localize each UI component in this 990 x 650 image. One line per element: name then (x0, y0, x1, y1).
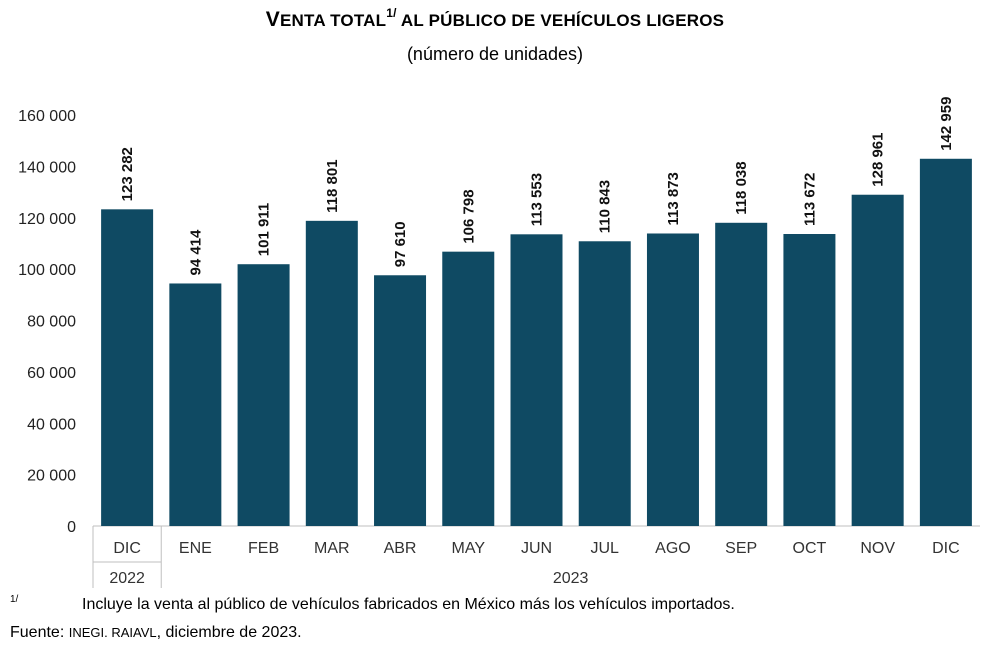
x-tick-label: MAY (452, 540, 486, 557)
bar (578, 241, 631, 527)
y-tick-label: 40 000 (27, 416, 76, 433)
title-word1-rest: ENTA TOTAL (280, 11, 387, 30)
y-tick-label: 140 000 (18, 159, 76, 176)
data-label: 118 801 (324, 159, 341, 212)
title-first-letter: V (265, 8, 281, 31)
data-label: 106 798 (460, 189, 477, 243)
y-tick-label: 80 000 (27, 314, 76, 331)
x-tick-label: DIC (932, 540, 960, 557)
x-tick-label: AGO (655, 540, 691, 557)
bar (851, 194, 904, 526)
bar (783, 234, 836, 526)
x-tick-label: ENE (179, 540, 212, 557)
data-label: 113 553 (529, 173, 546, 226)
year-label: 2023 (553, 570, 589, 587)
x-tick-label: ABR (384, 540, 417, 557)
title-rest: AL PÚBLICO DE VEHÍCULOS LIGEROS (396, 11, 725, 30)
chart-subtitle: (número de unidades) (406, 44, 584, 64)
bar (237, 264, 290, 526)
x-tick-label: FEB (248, 540, 279, 557)
chart-title: VENTA TOTAL1/ AL PÚBLICO DE VEHÍCULOS LI… (0, 6, 990, 32)
data-label: 101 911 (256, 203, 273, 256)
x-tick-label: JUN (521, 540, 552, 557)
source-label: Fuente: (10, 624, 69, 641)
data-label: 118 038 (733, 161, 750, 214)
footnote-marker: 1/ (10, 594, 19, 605)
data-label: 113 672 (801, 173, 818, 226)
year-label: 2022 (109, 570, 145, 587)
y-tick-label: 160 000 (18, 108, 76, 125)
y-tick-label: 120 000 (18, 211, 76, 228)
bar (510, 234, 563, 526)
y-tick-label: 20 000 (27, 468, 76, 485)
title-footnote-marker: 1/ (386, 6, 397, 20)
x-tick-label: JUL (591, 540, 620, 557)
footnote-text: Incluye la venta al público de vehículos… (82, 596, 735, 613)
data-label: 113 873 (665, 172, 682, 225)
x-tick-label: MAR (314, 540, 350, 557)
data-label: 110 843 (597, 180, 614, 233)
data-label: 128 961 (870, 132, 887, 186)
data-label: 123 282 (119, 147, 136, 201)
bar-chart: 0 20 000 40 000 60 000 80 000 100 000 120 000 1… (18, 97, 980, 588)
x-tick-label: NOV (860, 540, 895, 557)
bar (442, 251, 495, 526)
bar (715, 222, 768, 526)
bar (101, 209, 154, 526)
x-tick-label: DIC (113, 540, 141, 557)
bar (646, 233, 699, 527)
bar (374, 275, 427, 526)
data-label: 94 414 (187, 229, 204, 276)
x-tick-label: SEP (725, 540, 757, 557)
bar (305, 220, 358, 526)
x-tick-label: OCT (793, 540, 827, 557)
source-org: INEGI. RAIAVL (68, 625, 157, 640)
source-date: , diciembre de 2023. (156, 624, 302, 641)
bar (169, 283, 222, 526)
source-line: Fuente: INEGI. RAIAVL, diciembre de 2023… (10, 624, 302, 642)
y-tick-label: 60 000 (27, 365, 76, 382)
y-tick-label: 0 (67, 519, 76, 536)
data-label: 97 610 (392, 221, 409, 267)
data-label: 142 959 (938, 97, 955, 151)
bar (919, 158, 972, 527)
y-tick-label: 100 000 (18, 262, 76, 279)
